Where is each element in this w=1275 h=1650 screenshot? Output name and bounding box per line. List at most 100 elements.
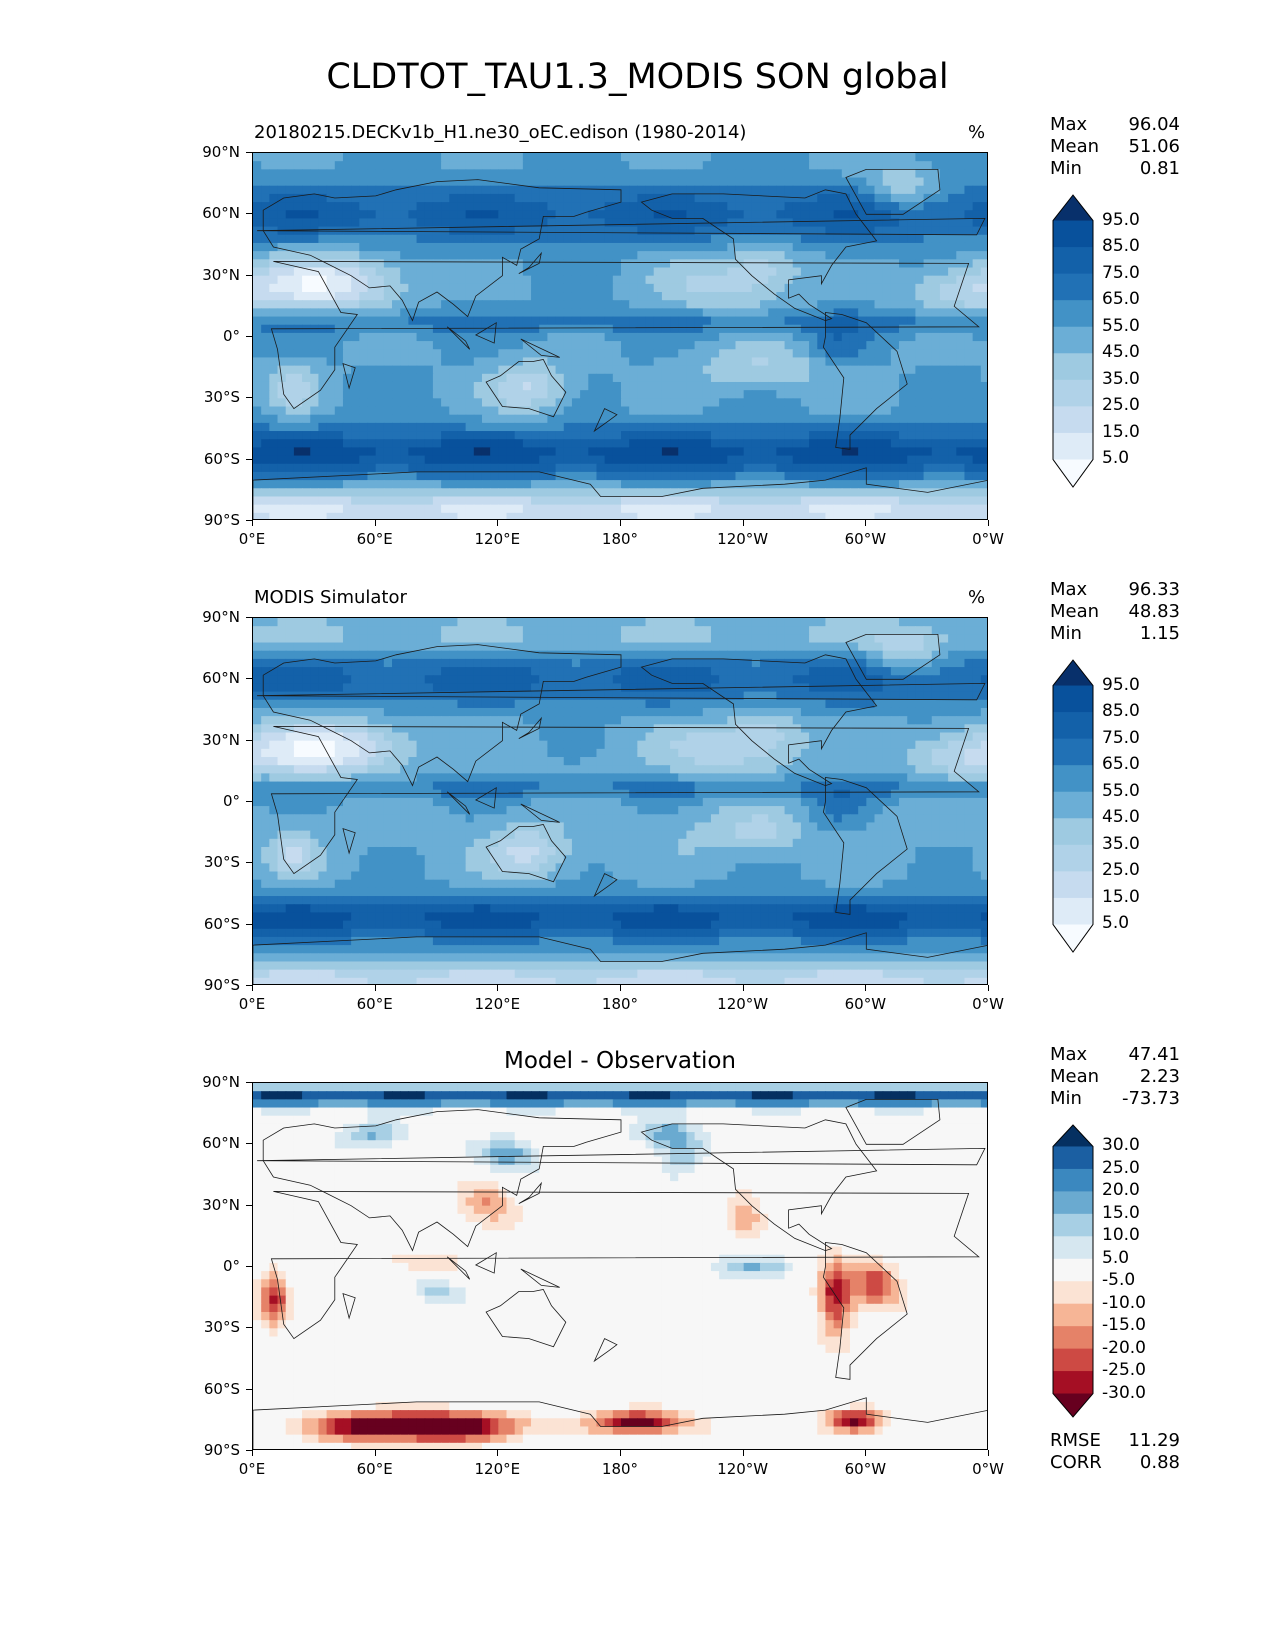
heatmap-cell <box>269 373 279 383</box>
heatmap-cell <box>441 275 450 285</box>
heatmap-cell <box>956 373 966 383</box>
heatmap-cell <box>580 242 589 252</box>
heatmap-cell <box>653 259 663 269</box>
heatmap-cell <box>596 667 606 676</box>
heatmap-cell <box>800 251 810 260</box>
heatmap-cell <box>760 658 769 668</box>
heatmap-cell <box>678 300 688 309</box>
heatmap-cell <box>939 316 949 326</box>
heatmap-cell <box>375 316 385 326</box>
heatmap-cell <box>408 218 418 228</box>
heatmap-cell <box>653 226 663 236</box>
heatmap-cell <box>596 626 606 635</box>
heatmap-cell <box>964 626 974 635</box>
heatmap-cell <box>571 324 581 334</box>
heatmap-cell <box>653 185 663 195</box>
heatmap-cell <box>555 683 565 693</box>
heatmap-cell <box>473 431 483 440</box>
heatmap-cell <box>277 675 287 685</box>
heatmap-cell <box>375 463 385 473</box>
heatmap-cell <box>670 691 679 701</box>
heatmap-cell <box>563 357 573 367</box>
heatmap-cell <box>858 242 867 252</box>
heatmap-cell <box>776 365 786 375</box>
heatmap-cell <box>285 185 295 195</box>
heatmap-cell <box>980 300 987 309</box>
heatmap-cell <box>555 406 565 416</box>
heatmap-cell <box>400 267 409 277</box>
heatmap-cell <box>424 259 434 269</box>
heatmap-cell <box>629 251 638 260</box>
heatmap-cell <box>302 259 311 269</box>
heatmap-cell <box>849 177 859 187</box>
heatmap-cell <box>637 504 647 514</box>
heatmap-cell <box>367 185 377 195</box>
heatmap-cell <box>506 675 516 685</box>
heatmap-cell <box>342 447 352 457</box>
heatmap-cell <box>424 431 434 440</box>
heatmap-cell <box>449 185 459 195</box>
heatmap-cell <box>637 683 647 693</box>
heatmap-cell <box>661 658 671 668</box>
heatmap-cell <box>645 439 655 448</box>
heatmap-cell <box>408 447 418 457</box>
heatmap-cell <box>874 439 884 448</box>
heatmap-cell <box>670 193 679 203</box>
heatmap-cell <box>416 292 426 301</box>
heatmap-cell <box>465 626 475 635</box>
heatmap-cell <box>760 332 769 342</box>
heatmap-cell <box>964 496 974 506</box>
heatmap-cell <box>980 242 987 252</box>
heatmap-cell <box>923 267 933 277</box>
heatmap-cell <box>719 626 728 635</box>
heatmap-cell <box>473 626 483 635</box>
heatmap-cell <box>596 488 606 498</box>
heatmap-cell <box>866 658 876 668</box>
heatmap-cell <box>907 332 916 342</box>
heatmap-cell <box>702 398 712 408</box>
heatmap-cell <box>866 202 876 211</box>
heatmap-cell <box>637 634 647 644</box>
heatmap-cell <box>637 153 647 162</box>
heatmap-cell <box>531 398 540 408</box>
heatmap-cell <box>457 316 467 326</box>
heatmap-cell <box>653 234 663 244</box>
heatmap-cell <box>661 341 671 350</box>
heatmap-cell <box>833 422 843 432</box>
heatmap-cell <box>719 349 728 359</box>
heatmap-cell <box>833 153 843 162</box>
heatmap-cell <box>580 422 589 432</box>
heatmap-cell <box>866 308 876 318</box>
heatmap-cell <box>400 447 409 457</box>
heatmap-cell <box>670 283 679 293</box>
heatmap-cell <box>776 634 786 644</box>
heatmap-cell <box>972 332 982 342</box>
heatmap-cell <box>531 300 540 309</box>
heatmap-cell <box>506 488 516 498</box>
heatmap-cell <box>735 463 745 473</box>
heatmap-cell <box>907 316 916 326</box>
heatmap-cell <box>588 153 598 162</box>
heatmap-cell <box>948 455 957 465</box>
heatmap-cell <box>694 675 704 685</box>
heatmap-cell <box>890 504 900 514</box>
heatmap-cell <box>760 373 769 383</box>
heatmap-cell <box>727 283 737 293</box>
heatmap-cell <box>367 242 377 252</box>
heatmap-cell <box>915 381 925 391</box>
heatmap-cell <box>571 496 581 506</box>
heatmap-cell <box>293 153 303 162</box>
heatmap-cell <box>408 675 418 685</box>
heatmap-cell <box>956 300 966 309</box>
heatmap-cell <box>514 488 524 498</box>
heatmap-cell <box>719 341 728 350</box>
heatmap-cell <box>719 234 728 244</box>
heatmap-cell <box>890 480 900 489</box>
heatmap-cell <box>629 308 638 318</box>
heatmap-cell <box>424 439 434 448</box>
heatmap-cell <box>269 463 279 473</box>
heatmap-cell <box>645 642 655 652</box>
heatmap-cell <box>980 161 987 170</box>
heatmap-cell <box>571 422 581 432</box>
heatmap-cell <box>457 202 467 211</box>
